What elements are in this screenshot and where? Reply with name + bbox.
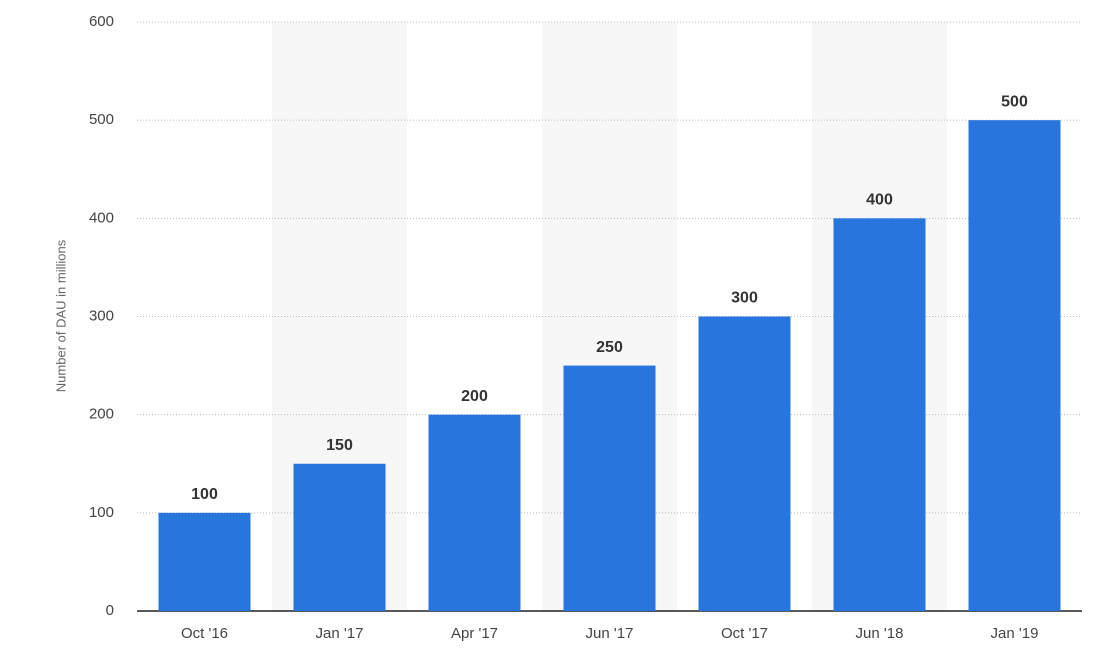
y-tick-label: 100 — [89, 504, 114, 521]
y-tick-label: 500 — [89, 111, 114, 128]
value-label: 150 — [326, 437, 353, 454]
y-tick-label: 300 — [89, 307, 114, 324]
bar — [293, 463, 386, 611]
y-tick-label: 200 — [89, 406, 114, 423]
bar — [428, 414, 521, 611]
bar — [698, 316, 791, 611]
y-tick-label: 600 — [89, 13, 114, 30]
x-tick-label: Apr '17 — [451, 625, 498, 642]
y-axis-label: Number of DAU in millions — [53, 239, 68, 392]
bar — [158, 512, 251, 611]
x-tick-label: Jan '19 — [991, 625, 1039, 642]
value-label: 100 — [191, 486, 218, 503]
x-tick-label: Jun '18 — [856, 625, 904, 642]
value-label: 300 — [731, 290, 758, 307]
x-tick-label: Jun '17 — [586, 625, 634, 642]
y-tick-label: 0 — [106, 602, 114, 619]
bar — [968, 120, 1061, 612]
y-tick-label: 400 — [89, 209, 114, 226]
x-tick-label: Jan '17 — [316, 625, 364, 642]
value-label: 250 — [596, 339, 623, 356]
value-label: 200 — [461, 388, 488, 405]
x-tick-label: Oct '17 — [721, 625, 768, 642]
value-label: 400 — [866, 192, 893, 209]
bar — [833, 218, 926, 612]
x-tick-label: Oct '16 — [181, 625, 228, 642]
bar — [563, 365, 656, 611]
value-label: 500 — [1001, 93, 1028, 110]
